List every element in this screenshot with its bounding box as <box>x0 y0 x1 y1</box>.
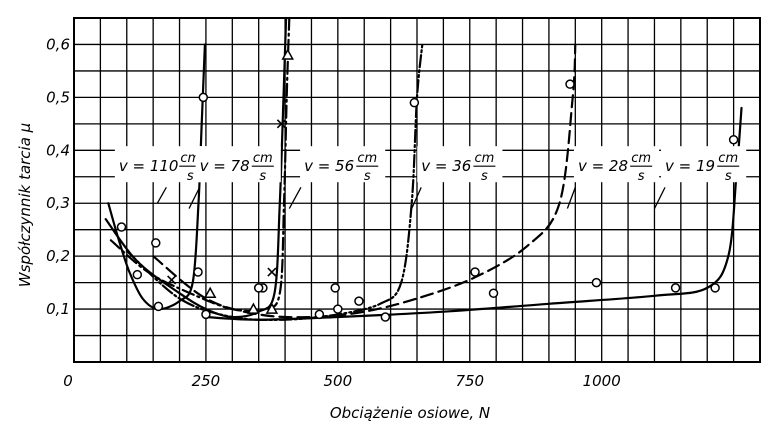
label-leader-line <box>288 187 302 209</box>
data-point-circle <box>710 283 720 293</box>
x-tick-label: 750 <box>455 372 484 390</box>
x-tick-label: 250 <box>192 372 221 390</box>
data-point-circle <box>198 92 209 103</box>
data-point-cross <box>267 267 277 277</box>
series-line-5 <box>204 106 743 321</box>
series-label-numerator: cm <box>253 151 273 166</box>
data-point-circle <box>132 269 143 280</box>
x-tick-label: 500 <box>324 372 353 390</box>
plot-frame <box>73 17 761 363</box>
label-leader-line <box>411 187 422 209</box>
data-point-circle <box>333 304 343 314</box>
data-point-circle <box>330 283 340 293</box>
series-label-prefix: v = 19 <box>665 157 715 175</box>
series-label-prefix: v = 56 <box>304 157 354 175</box>
series-label-denominator: s <box>187 169 194 184</box>
series-label-prefix: v = 78 <box>200 157 250 175</box>
series-label-background <box>114 146 209 183</box>
y-tick-label: 0,5 <box>46 88 70 106</box>
data-point-circle <box>116 222 127 232</box>
series-label-denominator: s <box>725 169 732 184</box>
y-tick-label: 0,3 <box>46 194 70 212</box>
data-point-circle <box>380 312 391 322</box>
y-axis-label: Współczynnik tarcia μ <box>16 123 34 287</box>
y-tick-label: 0,2 <box>46 247 70 265</box>
series-label-denominator: s <box>364 169 371 184</box>
data-point-triangle <box>247 302 260 314</box>
series-label-denominator: s <box>481 169 488 184</box>
series-label-numerator: cm <box>475 151 495 166</box>
label-leaders <box>156 187 666 209</box>
data-point-circle <box>670 283 681 293</box>
data-point-circle <box>193 267 203 277</box>
y-tick-label: 0,1 <box>46 300 70 318</box>
data-point-circle <box>470 267 480 277</box>
y-tick-label: 0,4 <box>46 141 70 159</box>
series-label-numerator: cm <box>357 151 377 166</box>
label-leader-line <box>188 187 201 209</box>
series-label-denominator: s <box>638 169 645 184</box>
series-label-numerator: cm <box>718 151 738 166</box>
data-point-circle <box>728 134 739 145</box>
series-markers <box>116 48 739 322</box>
label-leader-line <box>156 187 167 204</box>
data-point-circle <box>354 296 364 306</box>
series-label-2: v = 56 cm s <box>300 146 386 184</box>
data-point-circle <box>151 238 161 248</box>
x-tick-label: 0 <box>63 372 73 390</box>
data-point-triangle <box>203 286 217 298</box>
x-tick-labels: 0 250 500 750 1000 <box>63 372 621 390</box>
data-point-circle <box>201 309 211 320</box>
data-point-circle <box>253 283 264 293</box>
data-point-cross <box>276 119 286 129</box>
data-point-circle <box>409 97 420 108</box>
series-line-4 <box>152 43 577 319</box>
series-label-numerator: cm <box>631 151 651 166</box>
data-point-triangle <box>281 48 294 60</box>
series-label-prefix: v = 28 <box>578 157 628 175</box>
series-label-prefix: v = 36 <box>421 157 471 175</box>
series-label-prefix: v = 110 <box>119 157 179 175</box>
x-tick-label: 1000 <box>583 372 621 390</box>
data-point-circle <box>565 79 575 89</box>
y-tick-labels: 0,1 0,2 0,3 0,4 0,5 0,6 <box>46 35 70 318</box>
series-label-background <box>661 146 747 183</box>
x-axis-label: Obciążenie osiowe, N <box>330 404 490 422</box>
label-leader-line <box>653 187 666 209</box>
y-tick-label: 0,6 <box>46 35 70 53</box>
series-label-numerator: cm <box>180 151 200 166</box>
series-label-background <box>417 146 503 183</box>
series-label-denominator: s <box>259 169 266 184</box>
series-label-0: v = 110 cm s <box>114 146 209 184</box>
label-leader-line <box>566 187 576 209</box>
series-label-4: v = 28 cm s <box>573 146 660 184</box>
series-label-1: v = 78 cm s <box>195 146 281 184</box>
series-label-5: v = 19 cm s <box>661 146 747 184</box>
data-point-circle <box>591 277 602 288</box>
data-point-cross <box>167 275 177 285</box>
data-point-circle <box>314 309 325 320</box>
data-point-circle <box>488 288 499 298</box>
grid <box>74 18 760 362</box>
data-point-triangle <box>265 302 279 314</box>
series-label-background <box>573 146 660 183</box>
data-point-circle <box>153 301 164 312</box>
series-label-background <box>300 146 386 183</box>
series-label-background <box>195 146 281 183</box>
series-label-3: v = 36 cm s <box>417 146 503 184</box>
